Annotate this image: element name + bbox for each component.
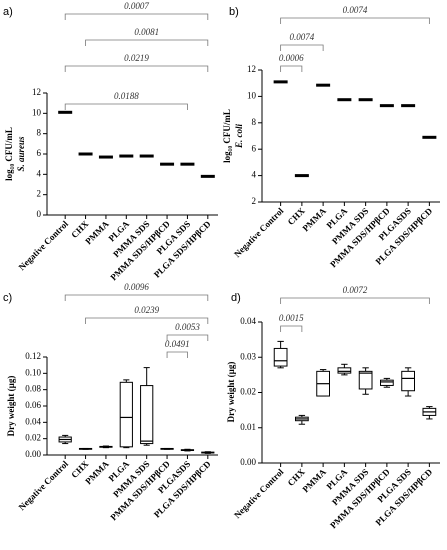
significance-bracket	[64, 65, 209, 72]
x-tick-label: Negative Control	[17, 458, 71, 512]
x-tick-label: PMMA	[300, 205, 328, 233]
significance-bracket	[64, 13, 209, 20]
box	[140, 385, 154, 445]
p-value: 0.0219	[124, 53, 149, 63]
p-value: 0.0096	[124, 282, 149, 292]
y-axis-label-organism: E. coli	[234, 124, 244, 149]
y-axis-label: Dry weight (µg)	[6, 376, 16, 437]
panel-label: d)	[231, 292, 241, 304]
significance-bracket	[280, 17, 430, 24]
p-value: 0.0007	[124, 1, 149, 11]
y-tick-label: 2	[252, 196, 257, 206]
y-axis-label: log₁₀ CFU/mL	[222, 109, 232, 163]
y-tick-label: 0.00	[240, 457, 256, 467]
significance-bracket	[280, 65, 303, 72]
box	[273, 347, 288, 367]
y-tick-label: 0	[37, 209, 42, 219]
y-tick-label: 8	[252, 117, 257, 127]
p-value: 0.0053	[175, 322, 200, 332]
y-axis-label-organism: S. aureus	[16, 136, 26, 172]
y-tick-label: 0.04	[25, 416, 41, 426]
y-tick-label: 12	[247, 64, 256, 74]
p-value: 0.0074	[343, 5, 368, 15]
significance-bracket	[85, 317, 209, 324]
y-tick-label: 0.00	[25, 449, 41, 459]
y-tick-label: 0.02	[240, 387, 256, 397]
box	[401, 370, 415, 392]
y-tick-label: 0.08	[25, 384, 41, 394]
y-tick-label: 8	[37, 128, 42, 138]
y-tick-label: 10	[247, 90, 257, 100]
x-tick-label: Negative Control	[232, 466, 286, 520]
y-tick-label: 12	[32, 87, 41, 97]
x-tick-label: Negative Control	[232, 205, 286, 259]
y-axis-label: log₁₀ CFU/mL	[4, 127, 14, 181]
significance-bracket	[280, 297, 430, 304]
significance-bracket	[280, 325, 303, 332]
y-tick-label: 0.02	[25, 433, 41, 443]
y-tick-label: 10	[32, 107, 42, 117]
p-value: 0.0074	[290, 32, 315, 42]
y-axis-label: Dry weight (µg)	[226, 362, 236, 423]
box	[119, 381, 133, 448]
y-tick-label: 0.06	[25, 400, 41, 410]
significance-bracket	[64, 103, 188, 110]
y-tick-label: 2	[37, 189, 42, 199]
panel-label: a)	[3, 6, 13, 18]
p-value: 0.0188	[114, 91, 139, 101]
significance-bracket	[280, 44, 324, 51]
y-tick-label: 0.12	[25, 351, 41, 361]
y-tick-label: 6	[252, 143, 257, 153]
y-tick-label: 0.04	[240, 316, 256, 326]
x-tick-label: Negative Control	[17, 218, 71, 272]
significance-bracket	[85, 39, 209, 46]
p-value: 0.0072	[343, 285, 368, 295]
y-tick-label: 0.03	[240, 351, 256, 361]
y-tick-label: 4	[37, 168, 42, 178]
significance-bracket	[166, 351, 188, 358]
panel-label: b)	[229, 6, 239, 18]
y-tick-label: 4	[252, 170, 257, 180]
box	[380, 379, 394, 386]
box	[358, 370, 373, 390]
box	[337, 367, 352, 374]
p-value: 0.0491	[165, 339, 190, 349]
p-value: 0.0015	[279, 313, 304, 323]
p-value: 0.0006	[279, 53, 304, 63]
y-tick-label: 6	[37, 148, 42, 158]
x-tick-label: PMMA	[83, 218, 111, 246]
p-value: 0.0081	[134, 27, 159, 37]
y-tick-label: 0.01	[240, 422, 256, 432]
x-tick-label: PMMA	[300, 466, 328, 494]
significance-bracket	[64, 294, 209, 301]
significance-bracket	[166, 334, 209, 341]
y-tick-label: 0.10	[25, 367, 41, 377]
panel-label: c)	[3, 292, 12, 304]
x-tick-label: PMMA	[83, 458, 111, 486]
p-value: 0.0239	[134, 305, 159, 315]
